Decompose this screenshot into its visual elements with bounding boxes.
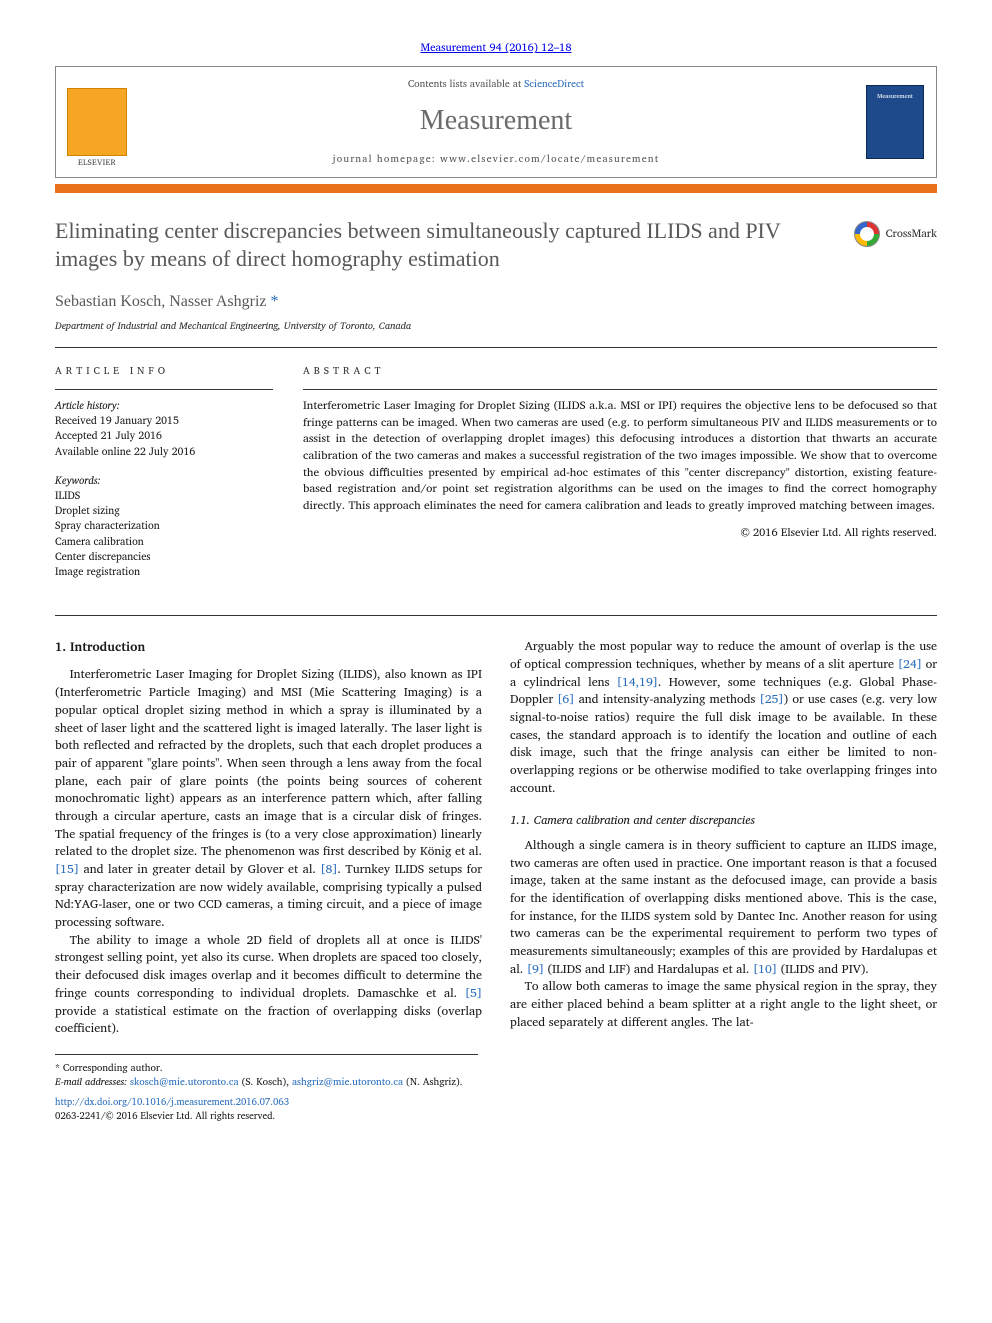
body-paragraph: The ability to image a whole 2D field of… <box>55 932 482 1038</box>
abstract-heading: ABSTRACT <box>303 364 937 379</box>
header-center: Contents lists available at ScienceDirec… <box>138 67 854 177</box>
contents-prefix: Contents lists available at <box>408 76 524 92</box>
section-heading-intro: 1. Introduction <box>55 638 482 656</box>
abstract-text: Interferometric Laser Imaging for Drople… <box>303 398 937 515</box>
email-link[interactable]: ashgriz@mie.utoronto.ca <box>292 1074 403 1090</box>
page: Measurement 94 (2016) 12–18 Contents lis… <box>0 0 992 1153</box>
email-link[interactable]: skosch@mie.utoronto.ca <box>130 1074 239 1090</box>
crossmark-label: CrossMark <box>886 226 937 242</box>
rule-body <box>55 615 937 616</box>
citation-line: Measurement 94 (2016) 12–18 <box>55 40 937 56</box>
body-paragraph: Interferometric Laser Imaging for Drople… <box>55 666 482 931</box>
homepage-line: journal homepage: www.elsevier.com/locat… <box>146 152 846 167</box>
body-paragraph: To allow both cameras to image the same … <box>510 978 937 1031</box>
history-block: Article history: Received 19 January 201… <box>55 389 273 459</box>
body-paragraph: Although a single camera is in theory su… <box>510 837 937 979</box>
crossmark-icon <box>854 221 880 247</box>
journal-header-box: Contents lists available at ScienceDirec… <box>55 66 937 178</box>
authors: Sebastian Kosch, Nasser Ashgriz * <box>55 290 937 313</box>
contents-line: Contents lists available at ScienceDirec… <box>146 77 846 92</box>
journal-title: Measurement <box>146 101 846 142</box>
affiliation: Department of Industrial and Mechanical … <box>55 319 937 334</box>
orange-divider <box>55 184 937 193</box>
article-title: Eliminating center discrepancies between… <box>55 217 836 274</box>
homepage-url: www.elsevier.com/locate/measurement <box>440 151 659 167</box>
corresponding-note: * Corresponding author. <box>55 1061 478 1076</box>
title-row: Eliminating center discrepancies between… <box>55 217 937 274</box>
publisher-logo-cell <box>56 67 138 177</box>
crossmark-widget[interactable]: CrossMark <box>854 217 937 247</box>
abstract-column: ABSTRACT Interferometric Laser Imaging f… <box>303 364 937 593</box>
elsevier-logo <box>67 88 127 156</box>
rule-top <box>55 347 937 348</box>
keywords-block: Keywords: ILIDS Droplet sizing Spray cha… <box>55 473 273 580</box>
journal-cover-cell <box>854 67 936 177</box>
info-abstract-row: ARTICLE INFO Article history: Received 1… <box>55 364 937 593</box>
issn-line: 0263-2241/© 2016 Elsevier Ltd. All right… <box>55 1109 275 1124</box>
keyword: Image registration <box>55 564 273 579</box>
article-info-heading: ARTICLE INFO <box>55 364 273 379</box>
doi-link[interactable]: http://dx.doi.org/10.1016/j.measurement.… <box>55 1095 289 1110</box>
subsection-heading: 1.1. Camera calibration and center discr… <box>510 812 937 829</box>
body-paragraph: Arguably the most popular way to reduce … <box>510 638 937 797</box>
history-online: Available online 22 July 2016 <box>55 444 273 459</box>
corresponding-mark[interactable]: * <box>267 293 279 310</box>
doi-block: http://dx.doi.org/10.1016/j.measurement.… <box>55 1096 478 1124</box>
authors-names: Sebastian Kosch, Nasser Ashgriz <box>55 293 267 310</box>
sciencedirect-link[interactable]: ScienceDirect <box>524 76 584 92</box>
article-info-column: ARTICLE INFO Article history: Received 1… <box>55 364 273 593</box>
footnotes: * Corresponding author. E-mail addresses… <box>55 1054 478 1124</box>
abstract-copyright: © 2016 Elsevier Ltd. All rights reserved… <box>303 525 937 541</box>
emails-label: E-mail addresses: <box>55 1074 130 1090</box>
body-columns: 1. Introduction Interferometric Laser Im… <box>55 638 937 1038</box>
homepage-prefix: journal homepage: <box>333 151 440 167</box>
citation-link[interactable]: Measurement 94 (2016) 12–18 <box>420 38 571 56</box>
keywords-label: Keywords: <box>55 473 273 488</box>
abstract-block: Interferometric Laser Imaging for Drople… <box>303 389 937 541</box>
emails-line: E-mail addresses: skosch@mie.utoronto.ca… <box>55 1075 478 1090</box>
journal-cover-thumb <box>866 85 924 159</box>
